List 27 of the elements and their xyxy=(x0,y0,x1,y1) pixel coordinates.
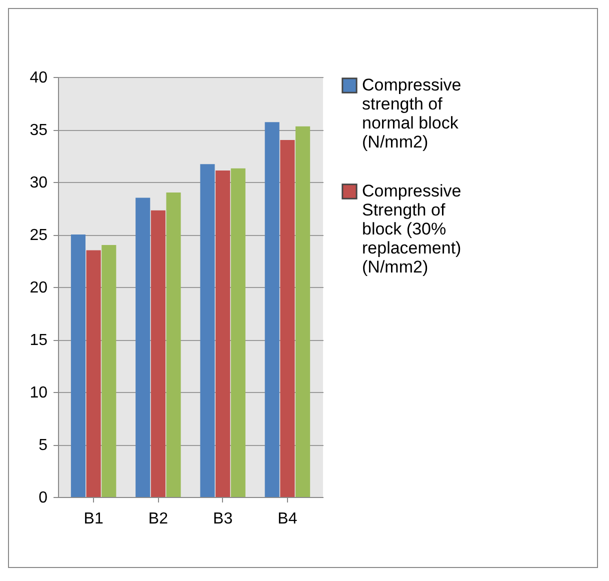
x-tick-label: B4 xyxy=(278,510,298,528)
bar xyxy=(136,198,150,497)
bar xyxy=(150,210,166,497)
legend-label: Compressive strength of normal block (N/mm2) xyxy=(362,76,462,152)
x-tick-label: B2 xyxy=(148,510,168,528)
x-tick-label: B3 xyxy=(213,510,233,528)
x-tick-label: B1 xyxy=(84,510,104,528)
bar xyxy=(166,192,181,497)
y-tick-label: 5 xyxy=(38,437,48,454)
bar xyxy=(200,164,215,497)
y-tick-label: 20 xyxy=(30,280,48,296)
y-tick-label: 35 xyxy=(30,122,48,139)
bar xyxy=(230,168,246,497)
bar xyxy=(264,122,280,497)
legend-label: Compressive Strength of block (30% replacement) (N/mm2) xyxy=(362,182,462,276)
y-tick-label: 40 xyxy=(30,70,48,86)
y-tick-label: 25 xyxy=(30,227,48,244)
bar xyxy=(280,140,295,497)
y-tick-label: 0 xyxy=(38,490,48,506)
y-tick-label: 15 xyxy=(30,332,48,349)
bar xyxy=(70,234,86,497)
y-tick-label: 10 xyxy=(30,384,48,402)
y-tick-label: 30 xyxy=(30,174,48,192)
bar xyxy=(296,126,310,497)
bar xyxy=(102,245,116,497)
bar xyxy=(216,170,230,497)
bar xyxy=(86,250,101,497)
